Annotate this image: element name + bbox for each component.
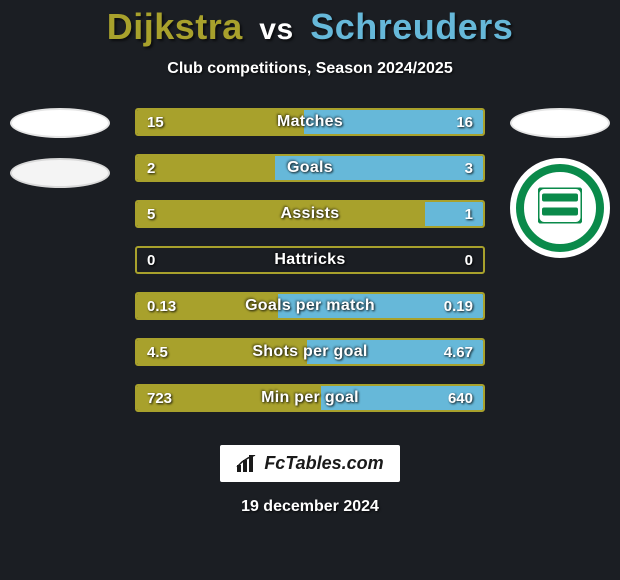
stat-value-left: 5 — [137, 202, 165, 226]
stat-value-right: 640 — [438, 386, 483, 410]
subtitle: Club competitions, Season 2024/2025 — [0, 60, 620, 78]
stat-label: Matches — [137, 110, 483, 134]
stat-bars: Matches15 16 Goals2 3 Assists5 1 Hattricks0 0 Go… — [135, 108, 485, 412]
date-text: 19 december 2024 — [241, 498, 379, 516]
stat-label: Shots per goal — [137, 340, 483, 364]
stat-row: Goals per match0.13 0.19 — [135, 292, 485, 320]
player1-column — [0, 108, 120, 188]
stat-label: Hattricks — [137, 248, 483, 272]
player2-crest — [510, 158, 610, 258]
stat-value-left: 723 — [137, 386, 182, 410]
watermark-text: FcTables.com — [264, 453, 383, 474]
stat-row: Assists5 1 — [135, 200, 485, 228]
player2-avatar — [510, 108, 610, 138]
stat-value-left: 15 — [137, 110, 174, 134]
stat-label: Assists — [137, 202, 483, 226]
stat-label: Goals per match — [137, 294, 483, 318]
player1-name: Dijkstra — [107, 6, 243, 47]
bars-icon — [236, 455, 258, 473]
stat-value-left: 4.5 — [137, 340, 178, 364]
stat-value-right: 16 — [446, 110, 483, 134]
stat-row: Shots per goal4.5 4.67 — [135, 338, 485, 366]
player2-column — [500, 108, 620, 258]
stat-value-right: 1 — [455, 202, 483, 226]
vs-text: vs — [259, 13, 293, 46]
stat-value-left: 0 — [137, 248, 165, 272]
stat-value-left: 2 — [137, 156, 165, 180]
groningen-logo-icon — [538, 188, 582, 224]
footer: FcTables.com 19 december 2024 — [0, 445, 620, 516]
stat-row: Min per goal723 640 — [135, 384, 485, 412]
stat-label: Goals — [137, 156, 483, 180]
page-title: Dijkstra vs Schreuders — [0, 0, 620, 48]
stat-value-right: 4.67 — [434, 340, 483, 364]
content-root: Dijkstra vs Schreuders Club competitions… — [0, 0, 620, 580]
comparison-body: Matches15 16 Goals2 3 Assists5 1 Hattricks0 0 Go… — [0, 108, 620, 428]
player2-name: Schreuders — [310, 6, 513, 47]
stat-row: Matches15 16 — [135, 108, 485, 136]
stat-value-right: 3 — [455, 156, 483, 180]
player1-crest — [10, 158, 110, 188]
player1-avatar — [10, 108, 110, 138]
watermark: FcTables.com — [220, 445, 399, 482]
stat-value-left: 0.13 — [137, 294, 186, 318]
stat-value-right: 0.19 — [434, 294, 483, 318]
stat-value-right: 0 — [455, 248, 483, 272]
stat-row: Goals2 3 — [135, 154, 485, 182]
stat-row: Hattricks0 0 — [135, 246, 485, 274]
stat-label: Min per goal — [137, 386, 483, 410]
